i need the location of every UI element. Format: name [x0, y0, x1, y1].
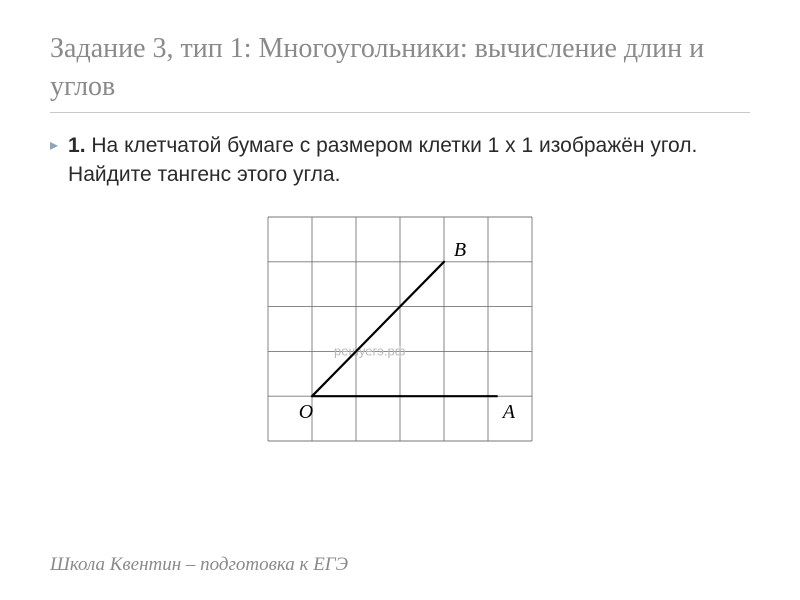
- point-label-a: A: [501, 402, 516, 424]
- vertex-label-o: O: [299, 402, 313, 424]
- watermark-text: решуегэ.рф: [334, 344, 406, 359]
- title-divider: [50, 112, 750, 113]
- bullet-icon: ▸: [50, 134, 58, 158]
- problem-block: ▸ 1. На клетчатой бумаге с размером клет…: [50, 131, 750, 190]
- page-footer: Школа Квентин – подготовка к ЕГЭ: [50, 554, 348, 576]
- figure-container: решуегэ.рф O A B: [50, 209, 750, 449]
- page-title: Задание 3, тип 1: Многоугольники: вычисл…: [50, 30, 750, 106]
- problem-number: 1.: [68, 134, 86, 157]
- angle-figure: решуегэ.рф O A B: [260, 209, 540, 449]
- point-label-b: B: [454, 239, 466, 261]
- problem-body: На клетчатой бумаге с размером клетки 1 …: [68, 134, 697, 186]
- problem-text: 1. На клетчатой бумаге с размером клетки…: [68, 131, 750, 190]
